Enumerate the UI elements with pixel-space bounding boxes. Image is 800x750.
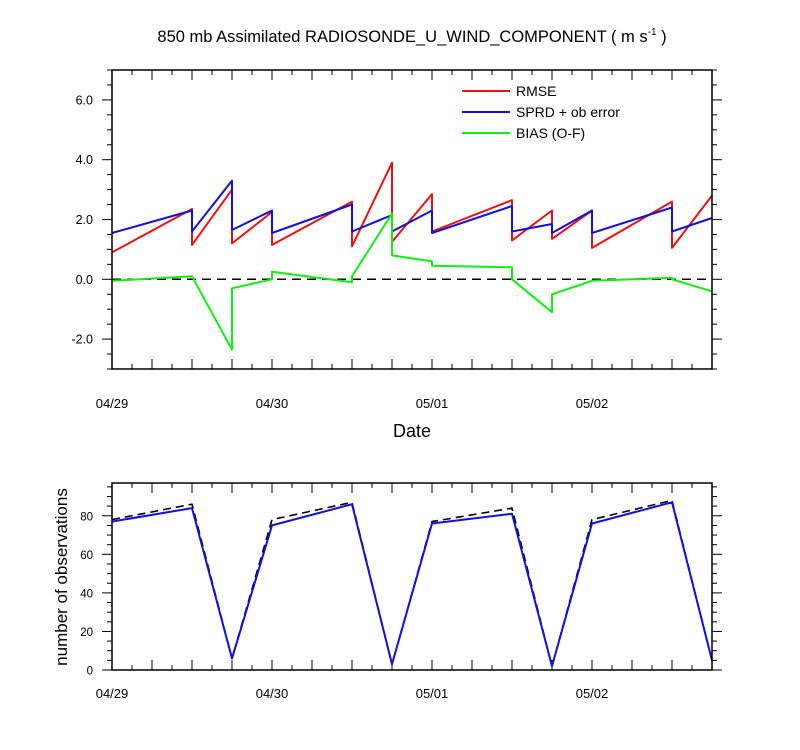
bottom-x-tick-label: 05/01	[416, 686, 449, 701]
top-y-tick-label: 4.0	[76, 153, 93, 167]
bottom-x-tick-label: 04/30	[256, 686, 289, 701]
bottom-y-tick-labels: 0 20 40 60 80	[80, 511, 93, 677]
legend-label-rmse: RMSE	[516, 83, 556, 99]
bottom-x-tick-labels: 04/29 04/30 05/01 05/02	[96, 686, 609, 701]
top-x-tick-label: 05/01	[416, 396, 449, 411]
bottom-y-tick-label: 40	[80, 588, 93, 600]
x-axis-label: Date	[393, 421, 431, 441]
legend-label-sprd-ob-error: SPRD + ob error	[516, 104, 620, 120]
top-tick-marks	[102, 69, 722, 370]
bottom-y-tick-label: 20	[80, 627, 93, 639]
top-panel-chart: 850 mb Assimilated RADIOSONDE_U_WIND_COM…	[71, 27, 722, 441]
bottom-x-tick-label: 04/29	[96, 686, 129, 701]
top-x-tick-label: 04/30	[256, 396, 289, 411]
top-series-bias-o-f-line	[111, 212, 713, 351]
chart-title-main: 850 mb Assimilated RADIOSONDE_U_WIND_COM…	[157, 28, 647, 46]
top-series-rmse-line	[111, 161, 713, 254]
top-y-tick-label: 2.0	[76, 213, 93, 227]
top-series-group	[111, 161, 713, 351]
y-axis-label: number of observations	[52, 488, 71, 666]
chart-title-end: )	[657, 28, 667, 46]
top-x-tick-labels: 04/29 04/30 05/01 05/02	[96, 396, 609, 411]
bottom-y-tick-label: 0	[87, 666, 93, 678]
top-y-tick-labels: -2.0 0.0 2.0 4.0 6.0	[71, 93, 93, 346]
legend-label-bias-o-f: BIAS (O-F)	[516, 125, 585, 141]
bottom-series-possible-observations-line	[111, 499, 713, 667]
top-x-tick-label: 04/29	[96, 396, 129, 411]
top-plot-frame	[111, 69, 713, 370]
bottom-x-tick-label: 05/02	[576, 686, 609, 701]
top-y-tick-label: -2.0	[71, 333, 93, 347]
bottom-plot-frame	[111, 482, 713, 671]
chart-title: 850 mb Assimilated RADIOSONDE_U_WIND_COM…	[157, 27, 666, 46]
legend: RMSE SPRD + ob error BIAS (O-F)	[462, 83, 620, 141]
top-y-tick-label: 0.0	[76, 273, 93, 287]
top-series-sprd-ob-error-line	[111, 179, 713, 234]
bottom-panel-chart: 0 20 40 60 80 04/29 04/30 05/01 05/02 number of…	[52, 482, 722, 701]
bottom-y-tick-label: 80	[80, 511, 93, 523]
bottom-series-used-observations-line	[111, 501, 713, 668]
bottom-y-tick-label: 60	[80, 550, 93, 562]
top-x-tick-label: 05/02	[576, 396, 609, 411]
bottom-series-group	[111, 499, 713, 668]
top-y-tick-label: 6.0	[76, 93, 93, 107]
chart-title-superscript: -1	[648, 27, 657, 38]
